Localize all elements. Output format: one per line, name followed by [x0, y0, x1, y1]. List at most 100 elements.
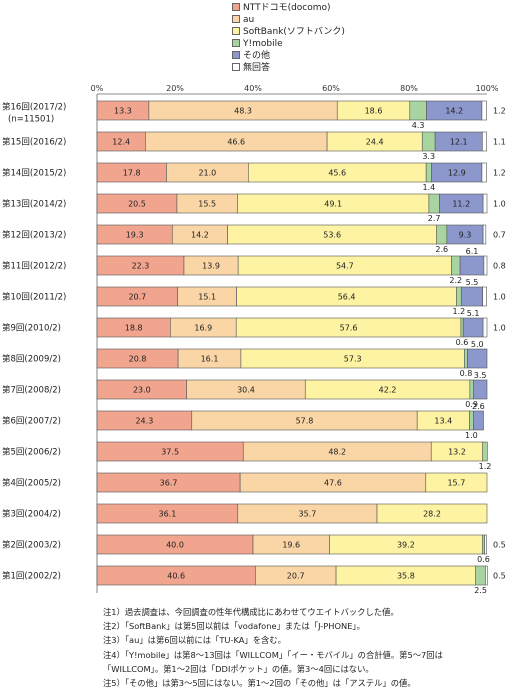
data-label: 28.2 — [423, 510, 441, 519]
category-label: 第6回(2007/2) — [2, 416, 61, 427]
data-label: 40.0 — [166, 541, 184, 550]
category-label: 第12回(2013/2) — [2, 230, 66, 241]
data-label: 39.2 — [397, 541, 415, 550]
legend-swatch — [232, 27, 240, 35]
data-label: 19.6 — [282, 541, 300, 550]
category-label: 第1回(2002/2) — [2, 571, 61, 582]
legend-label: 無回答 — [243, 63, 271, 73]
data-label: 22.3 — [132, 262, 150, 271]
bar-segment — [425, 472, 488, 493]
data-label: 16.1 — [201, 355, 219, 364]
bar-segment — [473, 410, 484, 431]
data-label: 1.2 — [479, 462, 492, 471]
data-label: 1.2 — [493, 169, 506, 178]
data-label: 54.7 — [336, 262, 354, 271]
category-label: 第8回(2009/2) — [2, 354, 61, 365]
data-label: 0.8 — [493, 262, 506, 271]
legend-label: au — [243, 15, 255, 25]
footnote: 注5）「その他」は第3～5回にはない。第1～2回の「その他」は「アステル」の値。 — [103, 678, 416, 689]
data-label: 2.7 — [428, 214, 441, 223]
legend-item: au — [232, 15, 345, 26]
data-label: 35.8 — [397, 572, 415, 581]
bar-segment — [482, 534, 485, 555]
category-label: 第3回(2004/2) — [2, 509, 61, 520]
x-tick-label: 100% — [476, 84, 499, 93]
bar-segment — [376, 503, 488, 524]
data-label: 3.5 — [474, 371, 487, 380]
data-label: 0.6 — [456, 338, 469, 347]
bar-segment — [481, 162, 487, 183]
data-label: 57.3 — [344, 355, 362, 364]
category-label: 第10回(2011/2) — [2, 292, 66, 303]
category-label: 第14回(2015/2) — [2, 168, 66, 179]
data-label: 2.6 — [435, 245, 448, 254]
data-label: 12.4 — [112, 138, 130, 147]
bar-segment — [436, 224, 448, 245]
data-label: 42.2 — [379, 386, 397, 395]
data-label: 5.0 — [471, 340, 484, 349]
data-label: 47.6 — [324, 479, 342, 488]
bar-segment — [409, 100, 427, 121]
data-label: 18.8 — [125, 324, 143, 333]
legend-label: その他 — [243, 51, 271, 61]
data-label: 24.3 — [135, 417, 153, 426]
data-label: 6.1 — [466, 247, 479, 256]
footnote: 注1）過去調査は、今回調査の性年代構成比にあわせてウエイトバックした値。 — [103, 607, 399, 617]
data-label: 37.5 — [161, 448, 179, 457]
data-label: 18.6 — [365, 107, 383, 116]
data-label: 16.9 — [194, 324, 212, 333]
data-label: 48.2 — [328, 448, 346, 457]
data-label: 1.2 — [453, 307, 466, 316]
data-label: 49.1 — [324, 200, 342, 209]
legend-item: Y!mobile — [232, 39, 345, 50]
data-label: 36.7 — [160, 479, 178, 488]
legend-label: SoftBank(ソフトバンク) — [243, 27, 345, 37]
data-label: 21.0 — [198, 169, 216, 178]
bar-segment — [482, 441, 488, 462]
data-label: 13.4 — [434, 417, 452, 426]
stacked-bar-chart: 0% 20% 40% 60% 80% 100% 第16回(2017/2) (n=11501) 1… — [2, 84, 506, 595]
category-label: 第5回(2006/2) — [2, 447, 61, 458]
data-label: 1.0 — [493, 293, 506, 302]
bar-segment — [481, 100, 487, 121]
data-label: 1.4 — [423, 183, 436, 192]
footnote: 注3）「au」は第6回以前には「TU-KA」を含む。 — [103, 635, 286, 646]
data-label: 20.7 — [128, 293, 146, 302]
x-tick-label: 20% — [166, 84, 184, 93]
data-label: 15.7 — [447, 479, 465, 488]
legend-item: その他 — [232, 51, 345, 62]
data-label: 13.9 — [202, 262, 220, 271]
data-label: 0.9 — [465, 400, 478, 409]
bar-segment — [464, 348, 468, 369]
legend-item: SoftBank(ソフトバンク) — [232, 27, 345, 38]
category-label: 第9回(2010/2) — [2, 323, 61, 334]
bar-segment — [469, 379, 474, 400]
legend-swatch — [232, 63, 240, 71]
data-label: 46.6 — [227, 138, 245, 147]
bar-segment — [485, 565, 488, 586]
data-label: 1.0 — [465, 431, 478, 440]
category-label: 第13回(2014/2) — [2, 199, 66, 210]
data-label: 12.1 — [450, 138, 468, 147]
footnote: 注2）「SoftBank」は第5回以前は「vodafone」または「J-PHON… — [103, 621, 365, 632]
bar-segment — [459, 255, 485, 276]
category-label: 第7回(2008/2) — [2, 385, 61, 396]
data-label: 15.5 — [198, 200, 216, 209]
data-label: 11.2 — [452, 200, 470, 209]
data-label: 1.0 — [493, 324, 506, 333]
data-label: 56.4 — [338, 293, 356, 302]
chart-legend: NTTドコモ(docomo) au SoftBank(ソフトバンク) Y!mobile… — [232, 3, 345, 75]
bar-segment — [473, 379, 488, 400]
legend-label: Y!mobile — [243, 39, 283, 49]
bar-segment — [467, 348, 488, 369]
data-label: 24.4 — [366, 138, 384, 147]
bar-segment — [482, 224, 487, 245]
data-label: 57.8 — [296, 417, 314, 426]
data-label: 20.5 — [128, 200, 146, 209]
data-label: 36.1 — [158, 510, 176, 519]
footnotes: 注1）過去調査は、今回調査の性年代構成比にあわせてウエイトバックした値。 注2）「… — [103, 605, 443, 690]
data-label: 48.3 — [234, 107, 252, 116]
legend-swatch — [232, 3, 240, 11]
legend-item: 無回答 — [232, 63, 345, 74]
data-label: 0.5 — [493, 541, 506, 550]
